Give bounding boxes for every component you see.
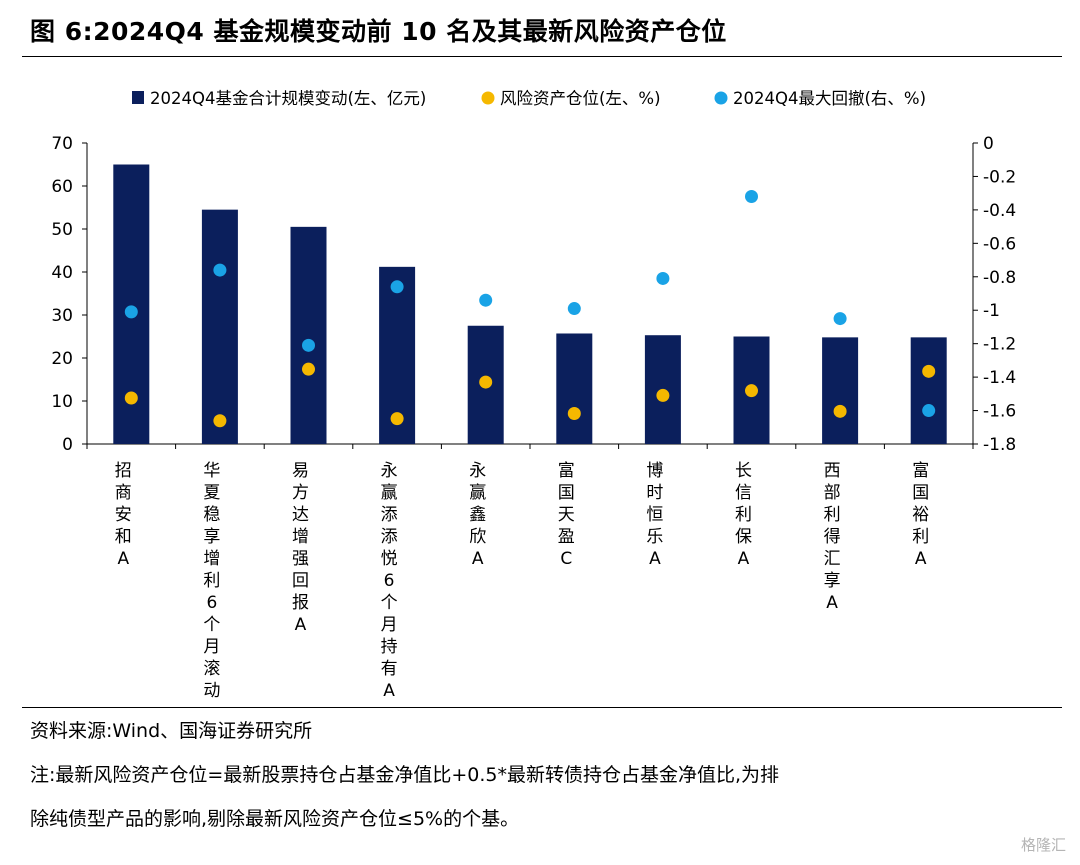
dot-risk-position xyxy=(302,362,315,376)
dot-risk-position xyxy=(567,406,581,420)
legend-label: 风险资产仓位(左、%) xyxy=(500,89,661,108)
legend-label: 2024Q4最大回撤(右、%) xyxy=(733,89,926,108)
category-label: 西部利得汇享 A xyxy=(824,461,841,613)
right-tick-label: 0 xyxy=(983,134,994,154)
footer-divider xyxy=(22,707,1062,708)
dot-max-drawdown xyxy=(213,263,227,277)
dot-max-drawdown xyxy=(479,293,493,307)
right-tick-label: -0.6 xyxy=(983,234,1016,254)
source-note: 资料来源:Wind、国海证券研究所 xyxy=(30,720,313,742)
dot-risk-position xyxy=(213,414,227,428)
bar-scale-change xyxy=(201,209,238,444)
footnote-line-1: 注:最新风险资产仓位=最新股票持仓占基金净值比+0.5*最新转债持仓占基金净值比… xyxy=(30,764,779,786)
legend-swatch-dot xyxy=(714,91,728,105)
category-label: 招商安和 A xyxy=(115,461,132,569)
legend-swatch-bar xyxy=(132,91,144,104)
dot-risk-position xyxy=(833,404,847,418)
category-label: 富国天盈 C xyxy=(558,461,575,569)
category-label: 永赢添添悦 6 个月持有 A xyxy=(381,461,398,700)
chart-legend: 2024Q4基金合计规模变动(左、亿元) 风险资产仓位(左、%) 2024Q4最大回… xyxy=(132,89,926,108)
dot-risk-position xyxy=(745,384,758,398)
dot-max-drawdown xyxy=(833,312,847,326)
right-tick-label: -1 xyxy=(983,301,1000,321)
right-tick-label: -0.8 xyxy=(983,268,1016,288)
left-tick-label: 60 xyxy=(51,177,73,197)
title-divider xyxy=(22,56,1062,57)
watermark-logo: 格隆汇 xyxy=(1020,836,1066,854)
right-tick-label: -1.4 xyxy=(983,368,1016,388)
dot-series xyxy=(124,190,936,428)
dot-max-drawdown xyxy=(302,338,315,352)
bar-scale-change xyxy=(556,333,593,444)
left-tick-label: 50 xyxy=(51,220,73,240)
bar-scale-change xyxy=(910,337,947,444)
left-tick-label: 10 xyxy=(51,392,73,412)
left-tick-label: 40 xyxy=(51,263,73,283)
category-label: 华夏稳享增利6个月滚动A xyxy=(203,461,220,700)
dot-max-drawdown xyxy=(390,280,404,294)
legend-label: 2024Q4基金合计规模变动(左、亿元) xyxy=(150,89,426,108)
category-label: 长信利保 A xyxy=(735,461,752,569)
right-tick-label: -1.6 xyxy=(983,402,1016,422)
right-tick-label: -0.4 xyxy=(983,201,1016,221)
bar-scale-change xyxy=(822,337,859,444)
category-label: 永赢鑫欣 A xyxy=(469,461,486,569)
right-tick-label: -1.2 xyxy=(983,335,1016,355)
footnote-line-2: 除纯债型产品的影响,剔除最新风险资产仓位≤5%的个基。 xyxy=(30,808,520,830)
left-tick-label: 20 xyxy=(51,349,73,369)
dot-max-drawdown xyxy=(745,190,758,204)
dot-max-drawdown xyxy=(656,271,670,285)
right-tick-label: -1.8 xyxy=(983,435,1016,455)
figure-title: 图 6:2024Q4 基金规模变动前 10 名及其最新风险资产仓位 xyxy=(30,17,727,46)
dot-risk-position xyxy=(479,375,493,389)
bar-scale-change xyxy=(290,226,327,444)
left-tick-label: 0 xyxy=(62,435,73,455)
legend-swatch-dot xyxy=(481,91,495,105)
category-label: 博时恒乐 A xyxy=(646,461,663,569)
left-tick-label: 70 xyxy=(51,134,73,154)
dot-risk-position xyxy=(922,364,936,378)
category-label: 富国裕利 A xyxy=(912,461,929,569)
dot-risk-position xyxy=(656,388,670,402)
bar-series xyxy=(113,164,947,444)
left-tick-label: 30 xyxy=(51,306,73,326)
dot-risk-position xyxy=(390,412,404,426)
bar-dot-chart: 2024Q4基金合计规模变动(左、亿元) 风险资产仓位(左、%) 2024Q4最大回… xyxy=(51,89,1016,700)
dot-max-drawdown xyxy=(567,302,581,316)
category-label: 易方达增强回报 A xyxy=(292,461,309,635)
chart-axes: 0 10 20 30 40 50 60 70 0 -0.2 -0.4 -0.6 -0.8 -1 -1.2 -1… xyxy=(51,134,1016,455)
dot-risk-position xyxy=(124,391,138,405)
right-tick-label: -0.2 xyxy=(983,167,1016,187)
dot-max-drawdown xyxy=(922,404,936,418)
dot-max-drawdown xyxy=(124,305,138,319)
